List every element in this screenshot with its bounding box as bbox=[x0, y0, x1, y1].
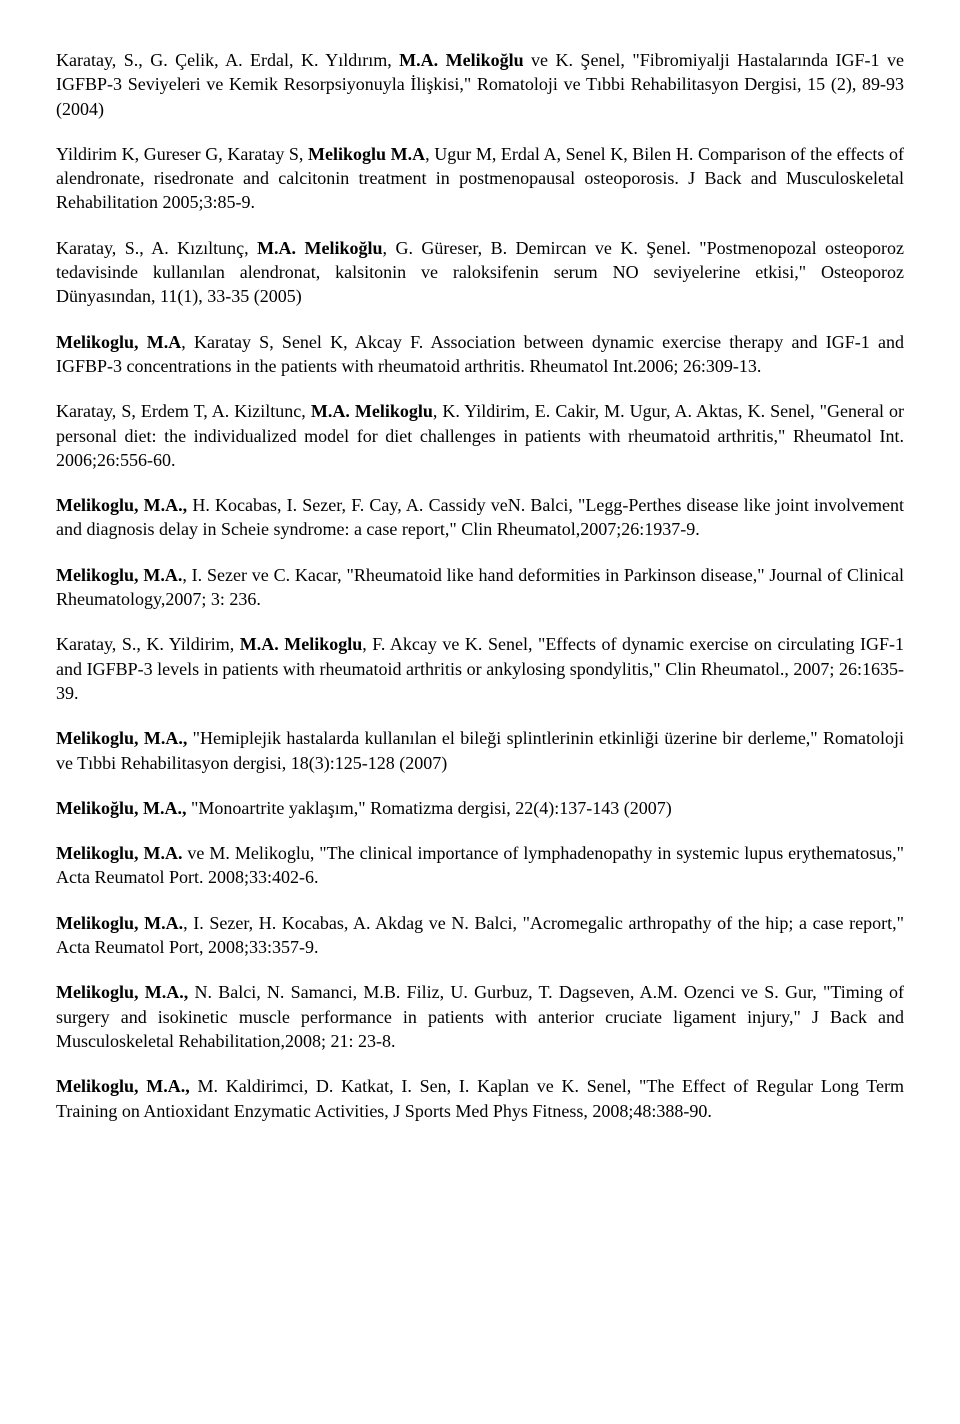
publication-entry: Melikoglu, M.A., I. Sezer, H. Kocabas, A… bbox=[56, 911, 904, 960]
publication-entry: Melikoglu, M.A., "Hemiplejik hastalarda … bbox=[56, 726, 904, 775]
citation-text: Yildirim K, Gureser G, Karatay S, bbox=[56, 144, 308, 164]
author-emphasis: Melikoglu, M.A., bbox=[56, 728, 187, 748]
publication-entry: Melikoglu, M.A. ve M. Melikoglu, "The cl… bbox=[56, 841, 904, 890]
author-emphasis: Melikoglu M.A bbox=[308, 144, 425, 164]
author-emphasis: Melikoglu, M.A., bbox=[56, 982, 188, 1002]
author-emphasis: Melikoglu, M.A. bbox=[56, 913, 183, 933]
publication-entry: Melikoğlu, M.A., "Monoartrite yaklaşım,"… bbox=[56, 796, 904, 820]
citation-text: Karatay, S., A. Kızıltunç, bbox=[56, 238, 257, 258]
publication-list: Karatay, S., G. Çelik, A. Erdal, K. Yıld… bbox=[56, 48, 904, 1123]
citation-text: Karatay, S., K. Yildirim, bbox=[56, 634, 240, 654]
citation-text: "Monoartrite yaklaşım," Romatizma dergis… bbox=[191, 798, 672, 818]
citation-text: Karatay, S, Erdem T, A. Kiziltunc, bbox=[56, 401, 311, 421]
citation-text: , Karatay S, Senel K, Akcay F. Associati… bbox=[56, 332, 904, 376]
publication-entry: Karatay, S, Erdem T, A. Kiziltunc, M.A. … bbox=[56, 399, 904, 472]
author-emphasis: M.A. Melikoğlu bbox=[257, 238, 382, 258]
publication-entry: Melikoglu, M.A, Karatay S, Senel K, Akca… bbox=[56, 330, 904, 379]
author-emphasis: Melikoglu, M.A., bbox=[56, 1076, 190, 1096]
citation-text: Karatay, S., G. Çelik, A. Erdal, K. Yıld… bbox=[56, 50, 399, 70]
publication-entry: Karatay, S., A. Kızıltunç, M.A. Melikoğl… bbox=[56, 236, 904, 309]
author-emphasis: M.A. Melikoglu bbox=[311, 401, 433, 421]
author-emphasis: M.A. Melikoğlu bbox=[399, 50, 523, 70]
publication-entry: Karatay, S., K. Yildirim, M.A. Melikoglu… bbox=[56, 632, 904, 705]
citation-text: ve M. Melikoglu, "The clinical importanc… bbox=[56, 843, 904, 887]
author-emphasis: Melikoglu, M.A. bbox=[56, 843, 182, 863]
publication-entry: Melikoglu, M.A., H. Kocabas, I. Sezer, F… bbox=[56, 493, 904, 542]
publication-entry: Melikoglu, M.A., I. Sezer ve C. Kacar, "… bbox=[56, 563, 904, 612]
author-emphasis: Melikoglu, M.A. bbox=[56, 565, 182, 585]
publication-entry: Karatay, S., G. Çelik, A. Erdal, K. Yıld… bbox=[56, 48, 904, 121]
author-emphasis: Melikoğlu, M.A., bbox=[56, 798, 191, 818]
author-emphasis: Melikoglu, M.A., bbox=[56, 495, 187, 515]
author-emphasis: M.A. Melikoglu bbox=[240, 634, 363, 654]
author-emphasis: Melikoglu, M.A bbox=[56, 332, 181, 352]
publication-entry: Melikoglu, M.A., N. Balci, N. Samanci, M… bbox=[56, 980, 904, 1053]
publication-entry: Yildirim K, Gureser G, Karatay S, Meliko… bbox=[56, 142, 904, 215]
citation-text: , I. Sezer ve C. Kacar, "Rheumatoid like… bbox=[56, 565, 904, 609]
citation-text: , I. Sezer, H. Kocabas, A. Akdag ve N. B… bbox=[56, 913, 904, 957]
publication-entry: Melikoglu, M.A., M. Kaldirimci, D. Katka… bbox=[56, 1074, 904, 1123]
